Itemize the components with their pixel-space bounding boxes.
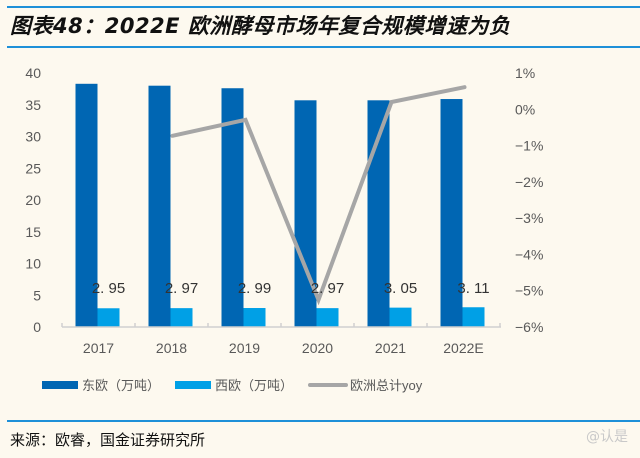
source-rule (7, 420, 640, 422)
west-data-label: 2. 99 (238, 280, 271, 297)
right-tick-label: −2% (515, 174, 543, 190)
right-tick-label: 1% (515, 65, 535, 81)
x-tick-label: 2020 (302, 340, 333, 356)
bar-west-europe (316, 308, 339, 327)
yoy-line-path (170, 85, 467, 306)
right-tick-label: −6% (515, 319, 543, 335)
right-tick-label: −4% (515, 246, 543, 262)
left-tick-label: 15 (25, 224, 41, 240)
left-tick-label: 30 (25, 129, 41, 145)
west-data-label: 2. 97 (165, 280, 198, 297)
bar-west-europe (389, 307, 412, 327)
bar-east-europe (75, 83, 98, 327)
left-tick-label: 25 (25, 160, 41, 176)
right-tick-label: −5% (515, 283, 543, 299)
left-axis: 0 5 10 15 20 25 30 35 40 (25, 65, 41, 335)
x-axis: 2017 2018 2019 2020 2021 2022E (61, 323, 501, 356)
legend-label: 欧洲总计yoy (350, 378, 423, 393)
west-data-label: 2. 95 (92, 280, 125, 297)
west-data-label: 2. 97 (311, 280, 344, 297)
legend-swatch (42, 381, 78, 389)
bar-west-europe (462, 307, 485, 327)
legend-label: 西欧（万吨） (215, 378, 293, 393)
west-data-label: 3. 05 (384, 280, 417, 297)
legend-swatch (175, 381, 211, 389)
left-tick-label: 20 (25, 192, 41, 208)
source-note: 来源：欧睿，国金证券研究所 (10, 431, 206, 449)
bar-west-europe (97, 308, 120, 327)
right-tick-label: −1% (515, 138, 543, 154)
left-tick-label: 35 (25, 97, 41, 113)
left-tick-label: 40 (25, 65, 41, 81)
x-tick-label: 2017 (83, 340, 114, 356)
bars (75, 83, 485, 328)
yoy-line (170, 85, 467, 306)
title-top-rule (7, 6, 640, 8)
west-data-label: 3. 11 (457, 280, 489, 297)
bar-west-europe (243, 308, 266, 327)
watermark: @认是 (586, 429, 628, 445)
x-tick-label: 2018 (156, 340, 187, 356)
bar-east-europe (440, 99, 463, 327)
bar-east-europe (148, 85, 171, 327)
bar-east-europe (221, 88, 244, 328)
legend: 东欧（万吨） 西欧（万吨） 欧洲总计yoy (42, 378, 423, 393)
left-tick-label: 10 (25, 256, 41, 272)
data-labels: 2. 95 2. 97 2. 99 2. 97 3. 05 3. 11 (92, 280, 490, 297)
left-tick-label: 0 (33, 319, 41, 335)
left-tick-label: 5 (33, 287, 41, 303)
chart-title: 图表48：2022E 欧洲酵母市场年复合规模增速为负 (10, 14, 511, 38)
x-tick-label: 2021 (375, 340, 406, 356)
right-axis: −6% −5% −4% −3% −2% −1% 0% 1% (515, 65, 543, 335)
title-bottom-rule (7, 46, 640, 48)
right-tick-label: 0% (515, 101, 535, 117)
bar-east-europe (294, 100, 317, 328)
bar-west-europe (170, 308, 193, 327)
right-tick-label: −3% (515, 210, 543, 226)
x-tick-label: 2019 (229, 340, 260, 356)
legend-label: 东欧（万吨） (82, 378, 160, 393)
x-tick-label: 2022E (443, 340, 483, 356)
